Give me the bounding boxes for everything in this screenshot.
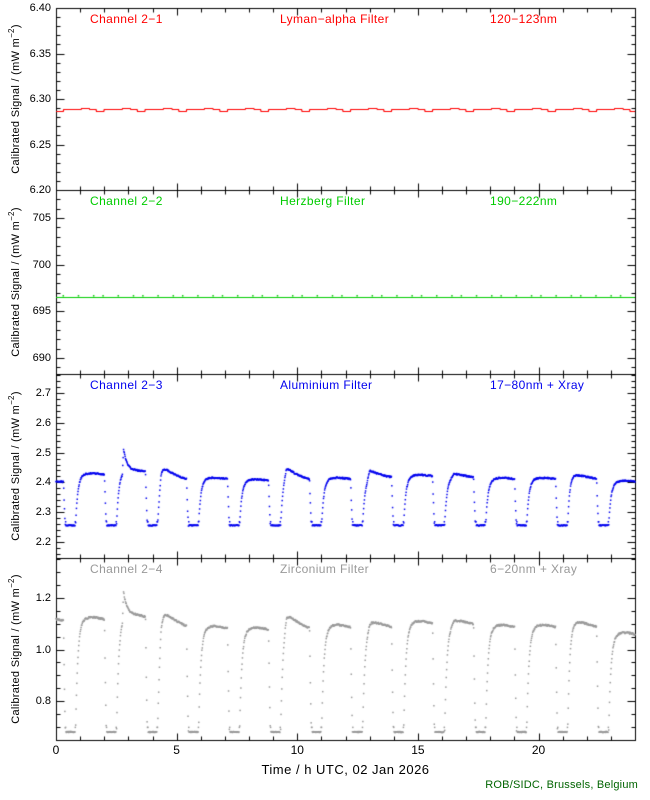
chart-canvas xyxy=(0,0,650,800)
lyra-daily-plot: Time / h UTC, 02 Jan 2026 ROB/SIDC, Brus… xyxy=(0,0,650,800)
